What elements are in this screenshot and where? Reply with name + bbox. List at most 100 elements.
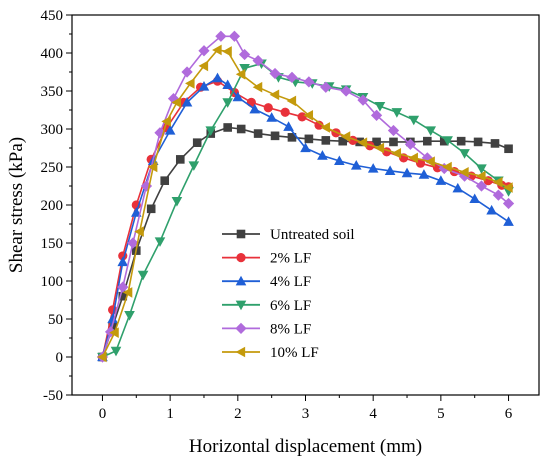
data-point [269, 67, 281, 80]
y-tick-label: -50 [43, 388, 63, 404]
data-point [486, 204, 497, 215]
data-point [215, 30, 227, 42]
data-point [222, 79, 233, 90]
data-point [476, 170, 486, 182]
x-tick-label: 4 [369, 406, 377, 422]
data-point [161, 116, 171, 127]
data-point [452, 182, 464, 193]
data-point [286, 71, 298, 83]
legend-label: 2% LF [270, 251, 311, 267]
data-point [97, 351, 107, 363]
data-point [117, 281, 129, 293]
legend-swatch-marker [235, 300, 247, 311]
y-tick-label: 350 [41, 84, 64, 100]
data-point [280, 107, 290, 117]
data-point [459, 167, 469, 178]
data-point [340, 85, 352, 97]
x-tick-label: 6 [505, 406, 513, 422]
data-point [321, 136, 331, 145]
data-point [320, 81, 332, 93]
data-point [185, 78, 195, 89]
data-point [303, 76, 315, 88]
data-point [127, 237, 139, 249]
data-point [502, 197, 515, 210]
data-point [418, 169, 430, 179]
data-point [372, 137, 381, 147]
data-point [503, 216, 514, 226]
data-point [425, 156, 435, 167]
y-tick-label: 150 [41, 236, 64, 252]
data-point [175, 155, 185, 164]
data-point [408, 152, 418, 164]
data-point [473, 137, 483, 147]
series-line [101, 49, 509, 358]
y-tick-label: 0 [56, 350, 64, 366]
data-point [456, 136, 466, 146]
data-point [408, 115, 420, 126]
data-point [109, 327, 119, 338]
legend-item: 4% LF [222, 274, 311, 290]
data-point [367, 163, 379, 173]
data-point [283, 121, 294, 131]
data-point [404, 138, 417, 150]
data-point [384, 165, 396, 175]
data-point [270, 131, 280, 141]
data-point [171, 197, 183, 207]
data-point [236, 124, 246, 134]
data-point [252, 81, 263, 93]
data-point [238, 48, 251, 61]
data-point [317, 150, 328, 160]
data-point [374, 142, 385, 154]
data-point [357, 94, 369, 106]
legend-swatch-marker [236, 253, 246, 263]
data-point [492, 176, 503, 188]
data-point [442, 161, 452, 173]
x-tick-label: 0 [99, 406, 107, 422]
x-axis-title: Horizontal displacement (mm) [189, 436, 422, 457]
data-point [198, 60, 209, 72]
legend-label: Untreated soil [270, 227, 355, 243]
data-point [297, 112, 307, 122]
data-point [490, 139, 500, 148]
data-point [198, 81, 210, 91]
data-point [300, 142, 311, 153]
data-point [504, 144, 513, 154]
y-tick-label: 200 [41, 198, 64, 214]
data-point [198, 45, 210, 57]
data-point [223, 123, 232, 132]
data-point [370, 109, 383, 121]
data-point [117, 256, 129, 267]
y-tick-label: 50 [48, 312, 63, 328]
data-point [340, 131, 351, 142]
data-point [435, 175, 447, 185]
data-point [239, 64, 250, 74]
data-point [222, 46, 232, 57]
data-point [442, 136, 453, 146]
legend-label: 10% LF [270, 345, 319, 361]
data-point [188, 161, 200, 171]
series-6 [97, 44, 513, 363]
data-point [147, 161, 158, 173]
data-point [134, 226, 144, 237]
y-tick-label: 250 [41, 160, 64, 176]
legend-swatch-marker [235, 275, 247, 286]
data-point [503, 182, 513, 193]
data-point [252, 54, 264, 67]
x-tick-label: 2 [234, 406, 242, 422]
data-point [181, 66, 193, 78]
data-point [130, 207, 142, 217]
legend-label: 8% LF [270, 321, 311, 337]
data-point [110, 346, 122, 357]
data-point [212, 44, 222, 56]
data-point [391, 148, 402, 159]
x-tick-label: 1 [166, 406, 174, 422]
legend-swatch-marker [236, 229, 246, 239]
data-point [212, 72, 223, 83]
data-point [205, 126, 217, 136]
data-point [160, 176, 170, 185]
data-point [269, 89, 280, 101]
x-tick-label: 3 [302, 406, 310, 422]
legend-item: 2% LF [222, 251, 311, 267]
